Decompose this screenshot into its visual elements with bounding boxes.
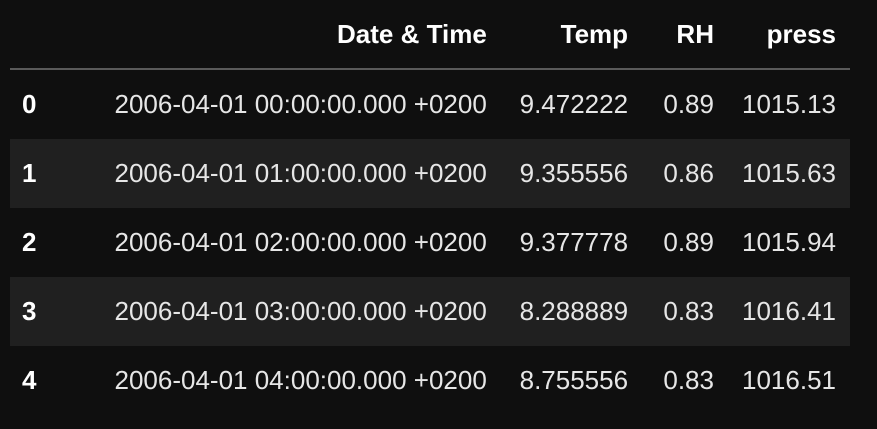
row-index: 3	[22, 296, 37, 326]
column-header-press: press	[727, 0, 850, 70]
table-row: 3 2006-04-01 03:00:00.000 +0200 8.288889…	[10, 277, 850, 346]
cell-temp: 9.472222	[519, 89, 629, 119]
cell-datetime: 2006-04-01 04:00:00.000 +0200	[114, 365, 487, 395]
table-row: 0 2006-04-01 00:00:00.000 +0200 9.472222…	[10, 69, 850, 139]
cell-rh: 0.86	[663, 158, 714, 188]
cell-rh: 0.83	[663, 365, 714, 395]
cell-rh: 0.83	[663, 296, 714, 326]
dataframe-table: Date & Time Temp RH press 0 2006-04-01 0…	[10, 0, 850, 415]
table-row: 1 2006-04-01 01:00:00.000 +0200 9.355556…	[10, 139, 850, 208]
header-row: Date & Time Temp RH press	[10, 0, 850, 70]
cell-temp: 9.377778	[519, 227, 629, 257]
table-row: 4 2006-04-01 04:00:00.000 +0200 8.755556…	[10, 346, 850, 415]
cell-temp: 8.755556	[519, 365, 629, 395]
table-header: Date & Time Temp RH press	[10, 0, 850, 70]
cell-press: 1015.13	[742, 89, 836, 119]
cell-rh: 0.89	[663, 227, 714, 257]
cell-datetime: 2006-04-01 02:00:00.000 +0200	[114, 227, 487, 257]
index-header	[10, 0, 65, 70]
row-index: 2	[22, 227, 37, 257]
cell-temp: 9.355556	[519, 158, 629, 188]
cell-rh: 0.89	[663, 89, 714, 119]
column-header-temp: Temp	[500, 0, 643, 70]
cell-press: 1015.94	[742, 227, 836, 257]
table-row: 2 2006-04-01 02:00:00.000 +0200 9.377778…	[10, 208, 850, 277]
column-header-rh: RH	[642, 0, 728, 70]
cell-press: 1016.41	[742, 296, 836, 326]
cell-press: 1015.63	[742, 158, 836, 188]
table-body: 0 2006-04-01 00:00:00.000 +0200 9.472222…	[10, 69, 850, 415]
cell-temp: 8.288889	[519, 296, 629, 326]
cell-press: 1016.51	[742, 365, 836, 395]
cell-datetime: 2006-04-01 01:00:00.000 +0200	[114, 158, 487, 188]
row-index: 0	[22, 89, 37, 119]
column-header-datetime: Date & Time	[64, 0, 501, 70]
row-index: 4	[22, 365, 37, 395]
cell-datetime: 2006-04-01 00:00:00.000 +0200	[114, 89, 487, 119]
row-index: 1	[22, 158, 37, 188]
cell-datetime: 2006-04-01 03:00:00.000 +0200	[114, 296, 487, 326]
